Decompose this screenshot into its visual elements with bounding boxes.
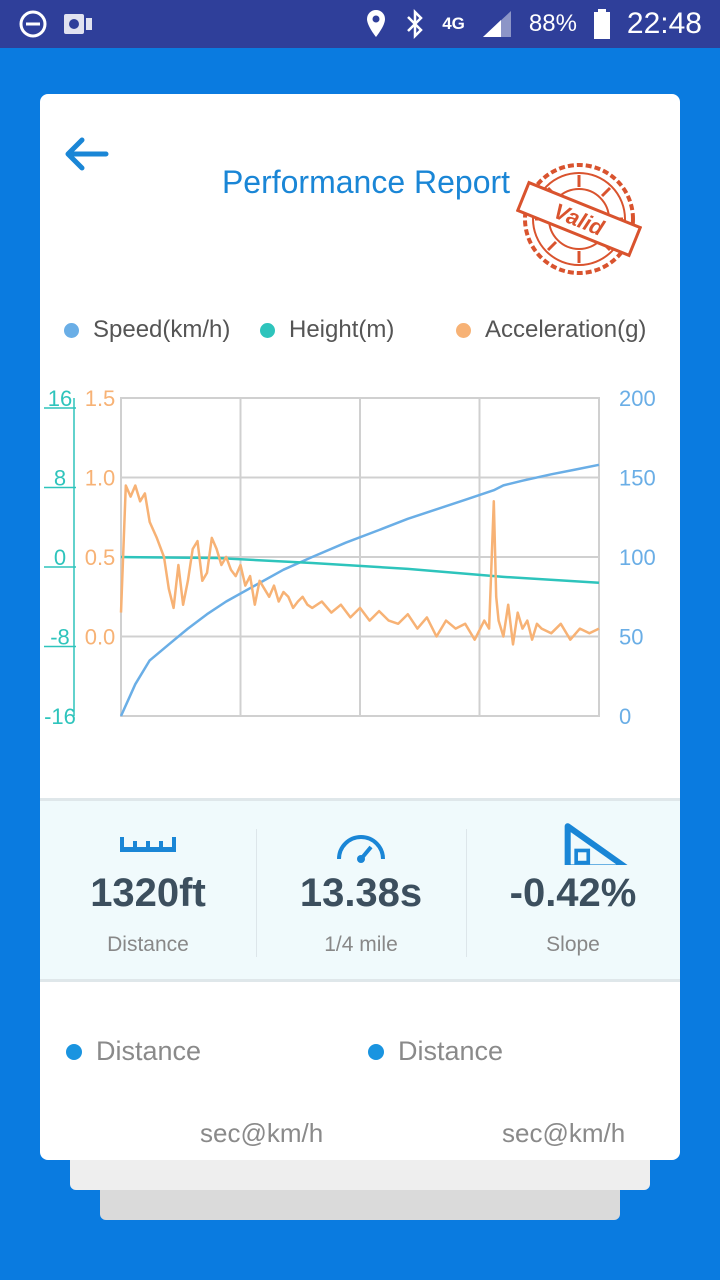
battery-icon bbox=[593, 9, 610, 39]
signal-icon bbox=[482, 11, 511, 37]
axis-tick-speed: 200 bbox=[619, 386, 656, 411]
page-title: Performance Report bbox=[221, 164, 511, 200]
bottom-left-unit: sec@km/h bbox=[200, 1118, 324, 1148]
bottom-right-label: Distance bbox=[398, 1036, 504, 1066]
stat-value: -0.42% bbox=[509, 871, 637, 915]
axis-tick-height: 0 bbox=[54, 545, 66, 570]
bullet-dot bbox=[66, 1043, 82, 1060]
stat-quarter-mile: 13.38s 1/4 mile bbox=[256, 801, 466, 979]
axis-tick-acceleration: 0.5 bbox=[85, 545, 116, 570]
valid-stamp-icon: Valid bbox=[516, 163, 642, 275]
axis-tick-speed: 0 bbox=[619, 704, 631, 724]
do-not-disturb-icon bbox=[19, 10, 47, 38]
stat-label: 1/4 mile bbox=[324, 933, 398, 956]
series-line-speed bbox=[119, 463, 600, 717]
axis-tick-acceleration: 0.0 bbox=[85, 625, 116, 650]
legend-item-acceleration[interactable]: Acceleration(g) bbox=[456, 316, 646, 344]
report-card: Performance Report Valid Speed(km/h) bbox=[40, 94, 680, 1160]
legend-label: Height(m) bbox=[289, 316, 395, 343]
stat-distance: 1320ft Distance bbox=[40, 801, 256, 979]
stat-label: Distance bbox=[107, 933, 189, 956]
axis-tick-acceleration: 1.0 bbox=[85, 466, 116, 491]
stat-slope: -0.42% Slope bbox=[466, 801, 680, 979]
legend-dot bbox=[456, 322, 471, 338]
media-icon bbox=[64, 14, 92, 34]
axis-tick-speed: 150 bbox=[619, 466, 656, 491]
legend-label: Speed(km/h) bbox=[93, 316, 231, 343]
performance-chart: 16 8 0 -8 -16 1.5 1.0 0.5 0.0 200 150 100 50 0 bbox=[44, 386, 656, 724]
network-type: 4G bbox=[442, 14, 465, 33]
bottom-right-unit: sec@km/h bbox=[502, 1118, 626, 1148]
stat-label: Slope bbox=[546, 933, 600, 956]
divider bbox=[256, 829, 257, 957]
bottom-left-item: Distance bbox=[66, 1036, 201, 1067]
clock: 22:48 bbox=[626, 7, 702, 40]
bullet-dot bbox=[368, 1043, 384, 1060]
axis-tick-height: -8 bbox=[50, 625, 70, 650]
axis-tick-speed: 100 bbox=[619, 545, 656, 570]
ruler-icon bbox=[120, 837, 176, 852]
legend-dot bbox=[64, 322, 79, 338]
axis-tick-speed: 50 bbox=[619, 625, 643, 650]
axis-tick-height: -16 bbox=[44, 704, 76, 724]
status-bar: 4G 88% 22:48 bbox=[0, 0, 720, 48]
axis-tick-height: 8 bbox=[54, 466, 66, 491]
stat-value: 1320ft bbox=[90, 871, 206, 915]
battery-percent: 88% bbox=[528, 10, 577, 37]
stats-panel: 1320ft Distance 13.38s 1/4 mile -0.42% S… bbox=[40, 798, 680, 982]
axis-tick-acceleration: 1.5 bbox=[85, 386, 116, 411]
speedometer-icon bbox=[337, 835, 385, 863]
slope-icon bbox=[564, 823, 628, 865]
location-icon bbox=[367, 10, 386, 37]
bottom-right-item: Distance bbox=[368, 1036, 503, 1067]
bottom-left-label: Distance bbox=[96, 1036, 202, 1066]
legend-label: Acceleration(g) bbox=[485, 316, 647, 343]
series-line-acceleration bbox=[119, 484, 600, 646]
back-arrow-icon[interactable] bbox=[58, 132, 114, 176]
axis-tick-height: 16 bbox=[48, 386, 72, 411]
legend-item-speed[interactable]: Speed(km/h) bbox=[64, 316, 230, 344]
stat-value: 13.38s bbox=[299, 871, 423, 915]
legend-item-height[interactable]: Height(m) bbox=[260, 316, 394, 344]
legend-dot bbox=[260, 322, 275, 338]
divider bbox=[466, 829, 467, 957]
bluetooth-icon bbox=[407, 8, 423, 40]
chart-legend: Speed(km/h) Height(m) Acceleration(g) bbox=[60, 316, 680, 350]
